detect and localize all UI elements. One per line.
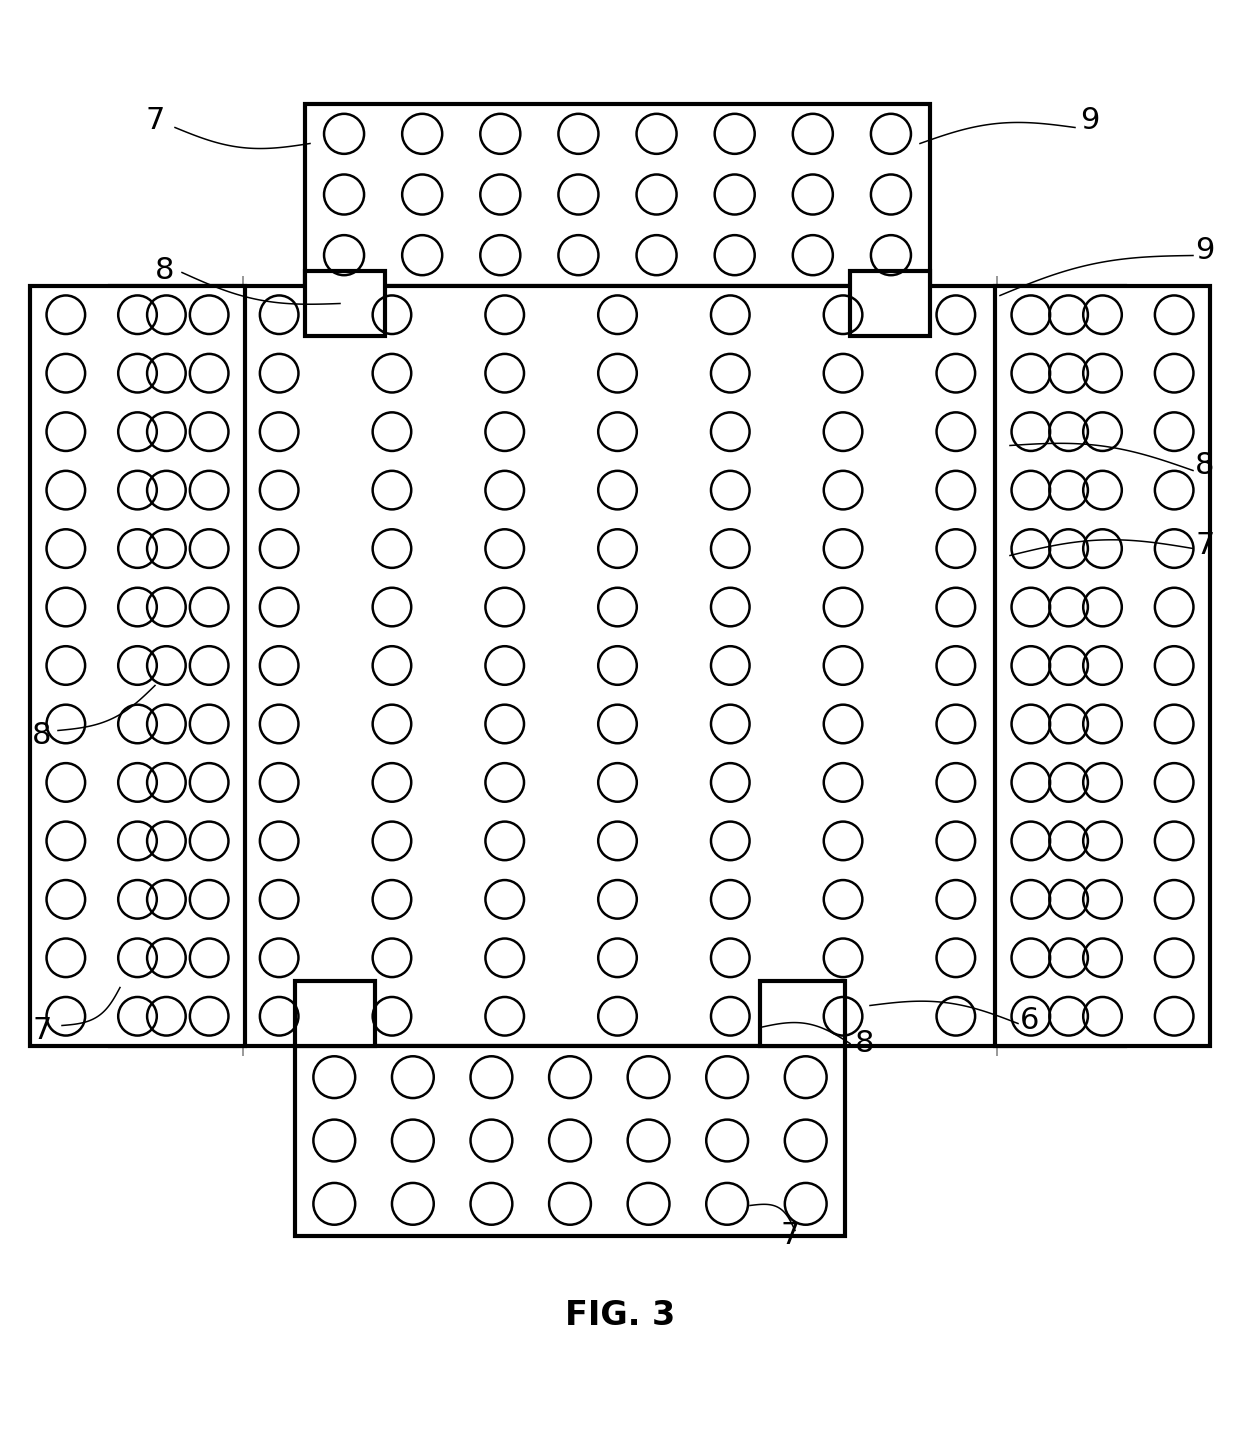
Bar bbox=[295, 981, 374, 1046]
Text: 7: 7 bbox=[145, 106, 165, 135]
Text: FIG. 3: FIG. 3 bbox=[565, 1299, 675, 1332]
Bar bbox=[30, 286, 246, 1046]
Text: 7: 7 bbox=[1195, 531, 1215, 560]
Bar bbox=[295, 1046, 844, 1235]
Bar bbox=[110, 286, 1125, 1046]
Text: 9: 9 bbox=[1195, 237, 1215, 266]
Text: 8: 8 bbox=[1195, 451, 1215, 480]
Text: 8: 8 bbox=[32, 721, 52, 750]
Text: 9: 9 bbox=[1080, 106, 1100, 135]
Text: 7: 7 bbox=[780, 1220, 800, 1249]
Text: 6: 6 bbox=[1021, 1006, 1039, 1035]
Text: 8: 8 bbox=[155, 255, 175, 284]
Bar bbox=[305, 103, 930, 286]
Bar bbox=[994, 286, 1210, 1046]
Text: 8: 8 bbox=[856, 1029, 874, 1058]
Bar bbox=[305, 270, 384, 335]
Bar bbox=[760, 981, 844, 1046]
Bar bbox=[849, 270, 930, 335]
Text: 7: 7 bbox=[32, 1016, 52, 1045]
